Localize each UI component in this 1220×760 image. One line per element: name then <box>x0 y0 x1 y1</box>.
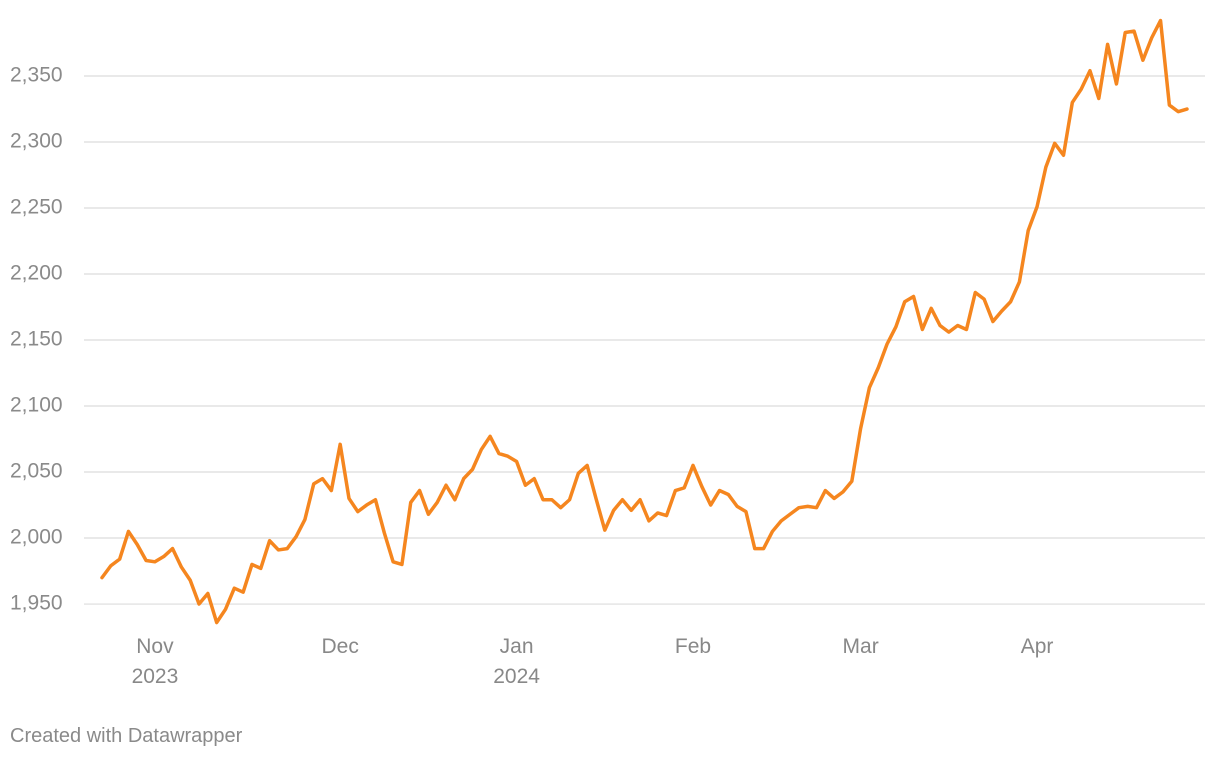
footer: Created with Datawrapper <box>10 725 243 747</box>
y-tick-label: 2,250 <box>10 196 63 219</box>
x-tick-label: Jan 2024 <box>493 635 540 688</box>
x-tick-label: Mar <box>842 635 879 658</box>
line-series <box>100 18 1189 625</box>
y-tick-label: 2,150 <box>10 328 63 351</box>
y-tick-label: 2,200 <box>10 262 63 285</box>
x-tick-label: Feb <box>674 635 712 658</box>
y-tick-label: 2,300 <box>10 130 63 153</box>
y-tick-label: 2,000 <box>10 526 63 549</box>
y-tick-label: 2,350 <box>10 64 63 87</box>
y-tick-label: 2,100 <box>10 394 63 417</box>
y-tick-label: 1,950 <box>10 592 63 615</box>
x-tick-label: Nov 2023 <box>131 635 179 688</box>
x-tick-label: Dec <box>321 635 359 658</box>
y-tick-label: 2,050 <box>10 460 63 483</box>
x-tick-label: Apr <box>1020 635 1054 658</box>
